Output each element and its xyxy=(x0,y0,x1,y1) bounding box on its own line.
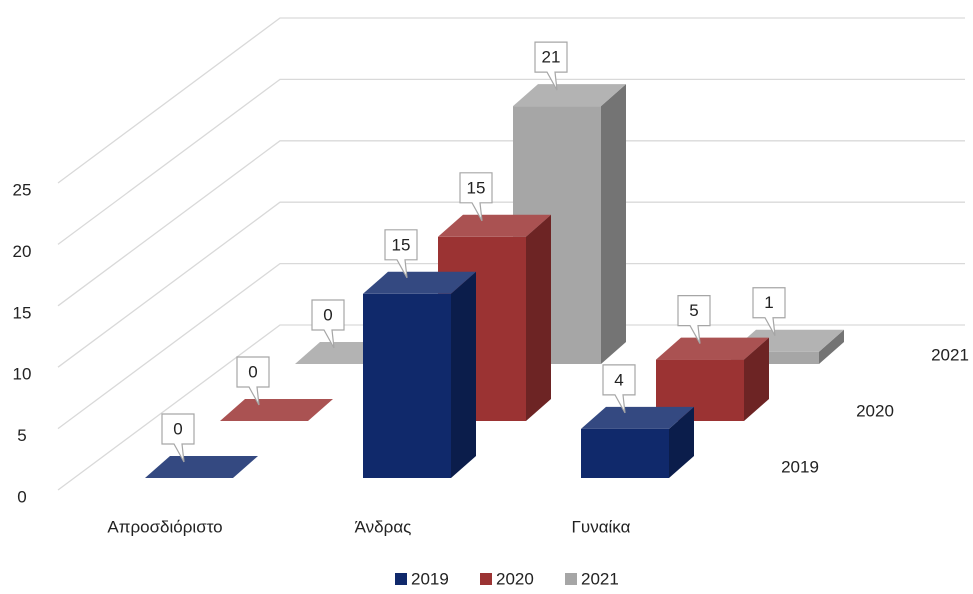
bar-front xyxy=(363,293,451,478)
bar-top xyxy=(363,271,476,294)
grid-line xyxy=(57,324,965,491)
grid-line xyxy=(57,78,965,245)
bar-side xyxy=(526,214,551,421)
y-tick-label: 0 xyxy=(17,487,26,506)
data-label: 1 xyxy=(764,293,773,312)
bar: 0 xyxy=(145,413,258,478)
bar: 15 xyxy=(363,229,476,478)
y-tick-label: 20 xyxy=(13,242,32,261)
bar-side xyxy=(669,406,694,478)
bar-side xyxy=(819,329,844,364)
data-label-box xyxy=(602,364,636,414)
data-label-box xyxy=(677,295,711,344)
data-label-box xyxy=(459,172,493,222)
bar-side xyxy=(601,84,626,365)
x-tick-label: Άνδρας xyxy=(355,517,412,536)
data-label-box xyxy=(534,41,568,91)
data-label-box xyxy=(161,413,195,463)
legend-label: 2021 xyxy=(581,569,619,588)
bar-top xyxy=(145,456,258,478)
data-label: 21 xyxy=(542,48,561,67)
data-label: 5 xyxy=(689,301,698,320)
bar-top xyxy=(513,84,626,107)
data-label: 0 xyxy=(173,419,182,438)
legend-label: 2020 xyxy=(496,569,534,588)
y-tick-label: 5 xyxy=(17,426,26,445)
data-label: 15 xyxy=(467,178,486,197)
bar-side xyxy=(451,271,476,478)
y-tick-label: 15 xyxy=(13,303,32,322)
bar: 0 xyxy=(220,356,333,421)
bar-front xyxy=(581,428,669,478)
depth-label: 2020 xyxy=(856,401,894,420)
y-tick-label: 10 xyxy=(13,365,32,384)
grid-line xyxy=(57,201,965,368)
grid-line xyxy=(57,140,965,307)
grid-line xyxy=(57,262,965,430)
x-tick-label: Απροσδιόριστο xyxy=(107,517,222,536)
legend-swatch xyxy=(480,573,492,585)
bar-top xyxy=(656,337,769,360)
data-label: 0 xyxy=(323,305,332,324)
bar: 4 xyxy=(581,364,694,478)
bar-top xyxy=(438,214,551,237)
legend-swatch xyxy=(565,573,577,585)
bar-top xyxy=(220,399,333,421)
bar: 5 xyxy=(656,295,769,421)
data-label-box xyxy=(311,299,345,349)
bar-top xyxy=(581,406,694,429)
y-tick-label: 25 xyxy=(13,180,32,199)
data-label-box xyxy=(384,229,418,279)
data-label-box xyxy=(752,287,786,337)
depth-label: 2021 xyxy=(931,345,969,364)
legend-label: 2019 xyxy=(411,569,449,588)
data-label: 4 xyxy=(614,370,623,389)
grid-line xyxy=(57,17,965,184)
legend-swatch xyxy=(395,573,407,585)
bar-side xyxy=(744,337,769,421)
data-label: 0 xyxy=(248,362,257,381)
depth-label: 2019 xyxy=(781,457,819,476)
data-label: 15 xyxy=(392,235,411,254)
data-label-box xyxy=(236,356,270,406)
x-tick-label: Γυναίκα xyxy=(572,517,631,536)
